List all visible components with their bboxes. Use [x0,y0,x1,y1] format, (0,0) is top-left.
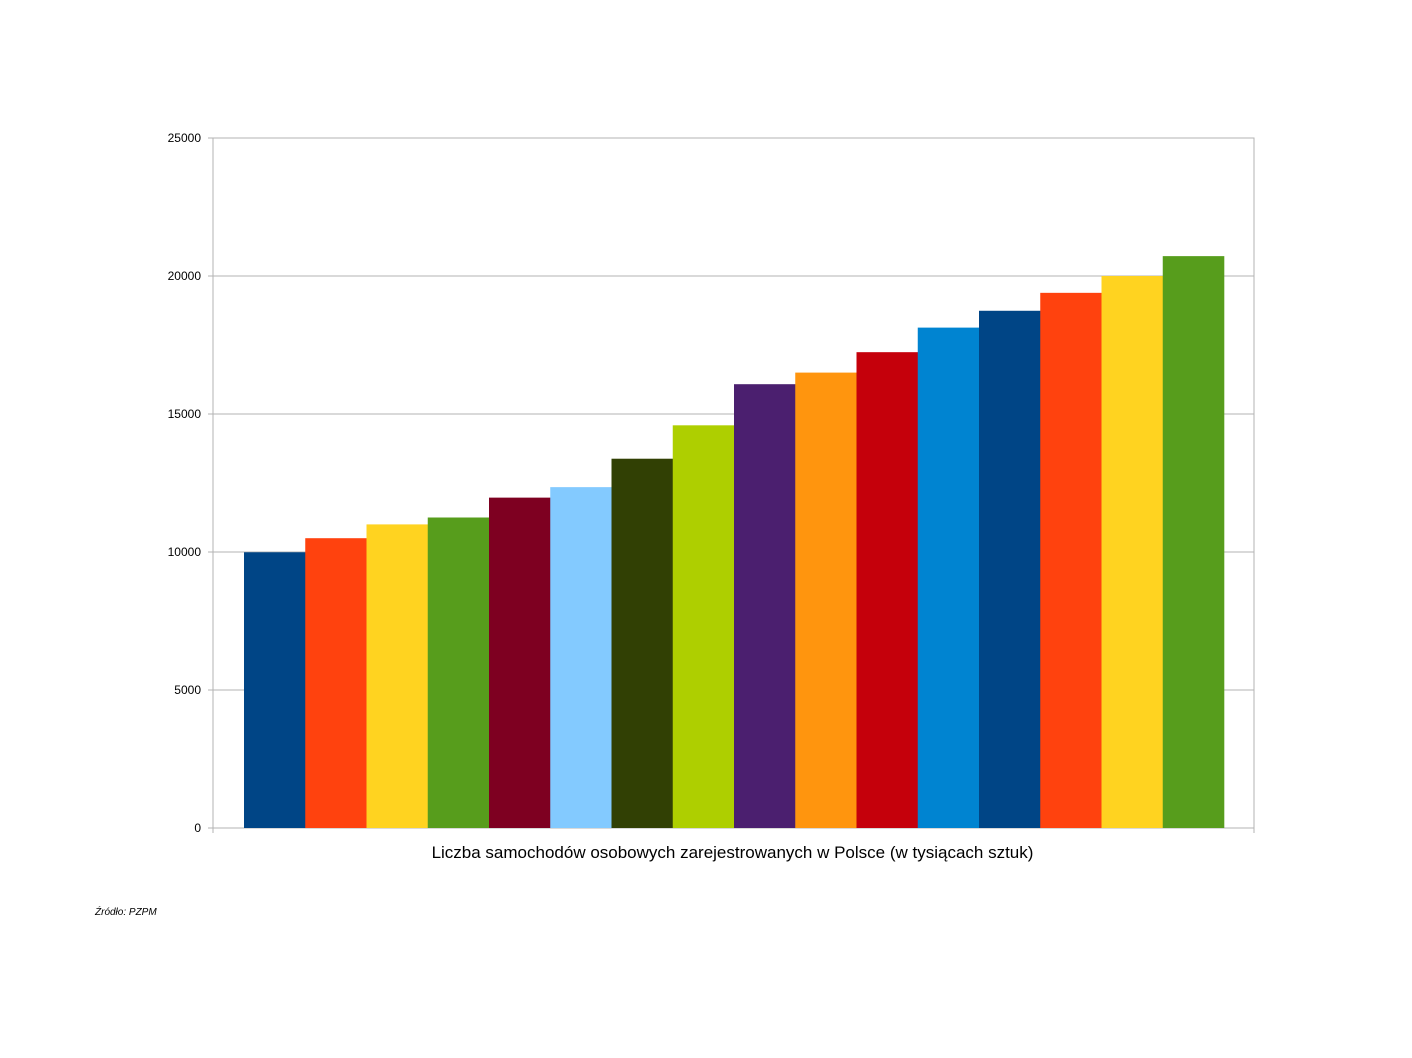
x-axis-title: Liczba samochodów osobowych zarejestrowa… [432,843,1034,862]
bar [611,458,674,828]
bar [1101,276,1164,828]
y-tick-label: 25000 [168,131,202,145]
bar [672,425,735,828]
bar [427,517,490,828]
bar [795,372,857,828]
bar [550,487,612,828]
y-tick-label: 10000 [168,545,202,559]
y-tick-label: 0 [194,821,201,835]
bar [1040,292,1102,828]
bar [1162,256,1225,828]
y-tick-label: 5000 [174,683,201,697]
bars [244,256,1225,828]
y-tick-label: 20000 [168,269,202,283]
bar [244,552,306,828]
bar [979,310,1041,828]
bar [734,384,796,828]
y-tick-label: 15000 [168,407,202,421]
bar [489,497,551,828]
bar [917,327,980,828]
source-note: Źródło: PZPM [95,907,157,918]
bar [305,538,367,828]
bar [366,524,429,828]
y-axis-ticks: 0 5000 10000 15000 20000 25000 [168,131,1255,835]
bar [856,352,919,828]
